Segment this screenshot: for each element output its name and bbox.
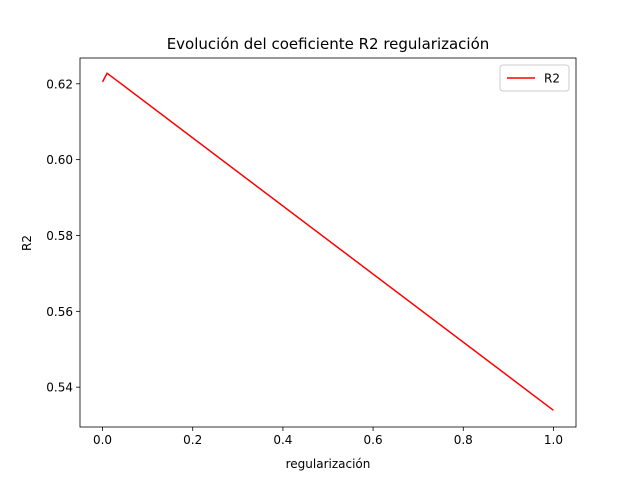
legend-label: R2 bbox=[544, 72, 560, 86]
series-line-r2 bbox=[101, 72, 554, 411]
x-tick-label: 1.0 bbox=[544, 433, 563, 447]
y-tick-label: 0.60 bbox=[46, 153, 73, 167]
x-tick-label: 0.6 bbox=[364, 433, 383, 447]
y-axis-label: R2 bbox=[20, 235, 34, 251]
x-tick-label: 0.2 bbox=[183, 433, 202, 447]
axes-frame bbox=[79, 57, 577, 428]
y-tick-label: 0.58 bbox=[46, 229, 73, 243]
y-tick-label: 0.56 bbox=[46, 305, 73, 319]
y-tick-label: 0.54 bbox=[46, 381, 73, 395]
plot-area: 0.0 0.2 0.4 0.6 0.8 1.0 0.54 0.56 0.58 0.60 0.62 bbox=[46, 57, 577, 447]
x-tick-label: 0.4 bbox=[273, 433, 292, 447]
x-tick-label: 0.0 bbox=[93, 433, 112, 447]
chart-title: Evolución del coeficiente R2 regularizac… bbox=[167, 35, 490, 53]
x-axis-label: regularización bbox=[286, 457, 371, 471]
legend: R2 bbox=[499, 64, 570, 92]
x-tick-label: 0.8 bbox=[454, 433, 473, 447]
y-tick-label: 0.62 bbox=[46, 77, 73, 91]
